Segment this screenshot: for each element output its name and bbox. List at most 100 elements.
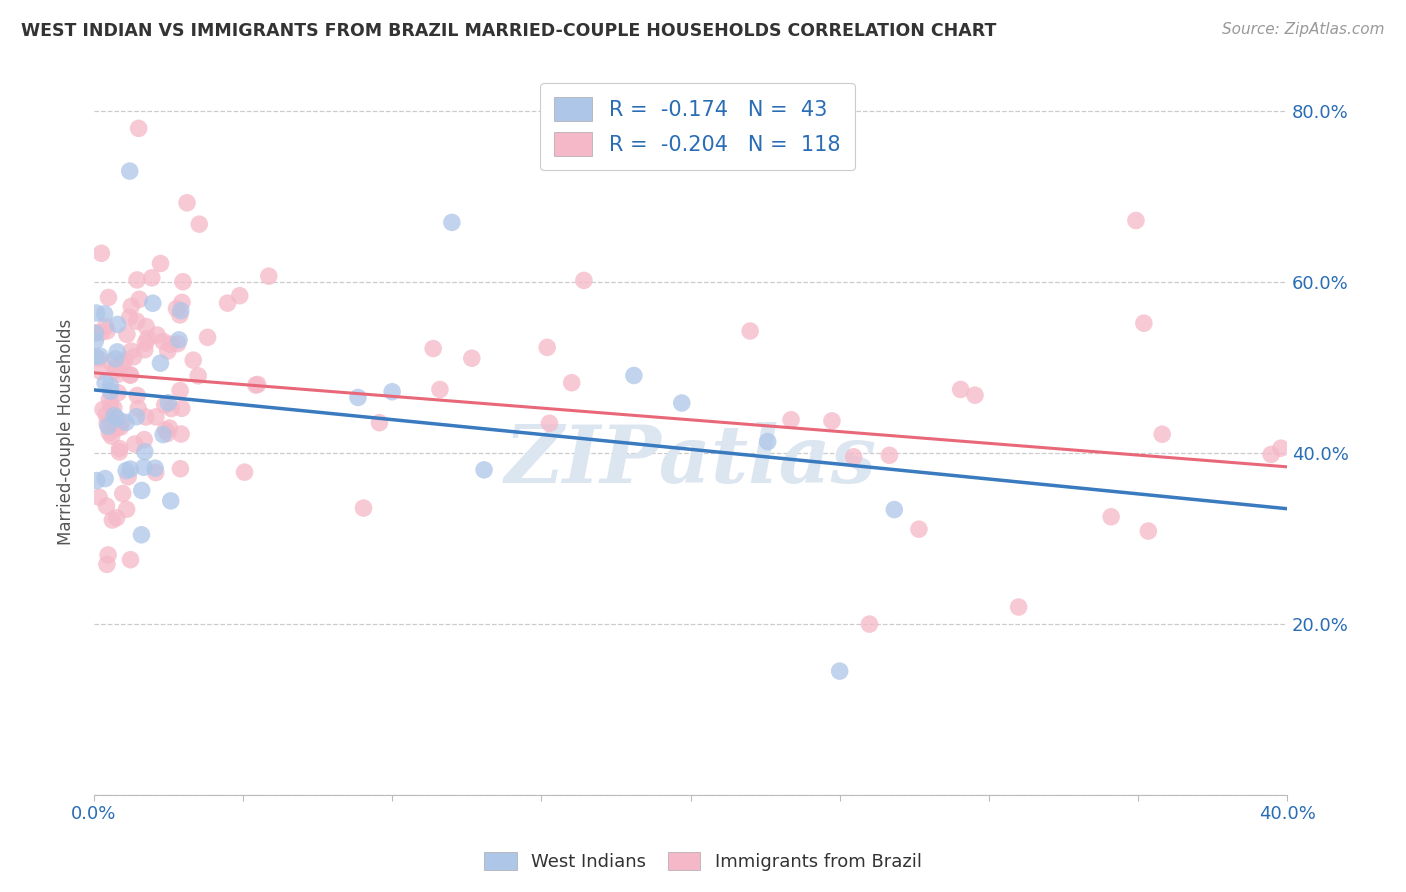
Point [114, 353, 136, 368]
Point [105, 511, 128, 525]
Point [84, 350, 107, 364]
Point [858, 617, 880, 632]
Point [120, 344, 142, 359]
Point [1007, 600, 1029, 615]
Point [821, 414, 844, 428]
Point [118, 164, 141, 178]
Point [245, 378, 267, 392]
Point [160, 401, 183, 416]
Point [623, 368, 645, 383]
Point [136, 332, 159, 346]
Point [159, 494, 181, 508]
Point [97, 548, 120, 562]
Point [229, 289, 252, 303]
Point [1270, 441, 1292, 455]
Point [422, 342, 444, 356]
Point [561, 376, 583, 390]
Point [152, 334, 174, 349]
Point [429, 383, 451, 397]
Point [1137, 524, 1160, 538]
Text: WEST INDIAN VS IMMIGRANTS FROM BRAZIL MARRIED-COUPLE HOUSEHOLDS CORRELATION CHAR: WEST INDIAN VS IMMIGRANTS FROM BRAZIL MA… [21, 22, 997, 40]
Point [104, 364, 127, 378]
Point [879, 448, 901, 462]
Point [125, 314, 148, 328]
Point [120, 368, 142, 382]
Point [98, 392, 121, 407]
Point [93, 307, 115, 321]
Point [157, 396, 180, 410]
Point [108, 442, 131, 456]
Point [84, 334, 107, 348]
Point [883, 502, 905, 516]
Point [187, 368, 209, 383]
Point [128, 121, 150, 136]
Text: Source: ZipAtlas.com: Source: ZipAtlas.com [1222, 22, 1385, 37]
Point [257, 269, 280, 284]
Point [461, 351, 484, 366]
Point [536, 340, 558, 354]
Point [134, 444, 156, 458]
Point [135, 319, 157, 334]
Point [107, 385, 129, 400]
Point [98, 425, 121, 440]
Point [120, 552, 142, 566]
Point [125, 273, 148, 287]
Point [472, 463, 495, 477]
Point [1152, 427, 1174, 442]
Point [347, 391, 370, 405]
Point [103, 409, 125, 423]
Point [153, 398, 176, 412]
Point [134, 433, 156, 447]
Point [188, 217, 211, 231]
Point [155, 423, 177, 437]
Point [949, 383, 972, 397]
Point [169, 461, 191, 475]
Point [128, 293, 150, 307]
Point [740, 324, 762, 338]
Point [110, 420, 132, 434]
Point [143, 461, 166, 475]
Point [170, 295, 193, 310]
Point [115, 327, 138, 342]
Point [353, 501, 375, 516]
Point [159, 337, 181, 351]
Point [104, 361, 127, 376]
Point [1125, 213, 1147, 227]
Point [105, 345, 128, 359]
Point [120, 368, 142, 382]
Point [440, 215, 463, 229]
Point [101, 513, 124, 527]
Point [94, 408, 117, 422]
Point [142, 296, 165, 310]
Text: ZIPatlas: ZIPatlas [505, 422, 876, 500]
Point [381, 384, 404, 399]
Point [115, 464, 138, 478]
Point [169, 308, 191, 322]
Point [120, 299, 142, 313]
Point [780, 413, 803, 427]
Point [131, 528, 153, 542]
Point [131, 483, 153, 498]
Point [83, 326, 105, 340]
Point [84, 326, 107, 341]
Point [166, 336, 188, 351]
Point [107, 318, 129, 332]
Point [94, 472, 117, 486]
Point [110, 415, 132, 429]
Point [671, 396, 693, 410]
Point [132, 460, 155, 475]
Point [90, 246, 112, 260]
Point [115, 416, 138, 430]
Point [105, 411, 128, 425]
Point [156, 426, 179, 441]
Point [172, 275, 194, 289]
Point [90, 326, 112, 340]
Point [94, 376, 117, 390]
Point [100, 399, 122, 413]
Point [127, 401, 149, 416]
Legend: R =  -0.174   N =  43, R =  -0.204   N =  118: R = -0.174 N = 43, R = -0.204 N = 118 [540, 83, 855, 170]
Point [97, 291, 120, 305]
Point [103, 401, 125, 415]
Y-axis label: Married-couple Households: Married-couple Households [58, 318, 75, 545]
Point [170, 427, 193, 442]
